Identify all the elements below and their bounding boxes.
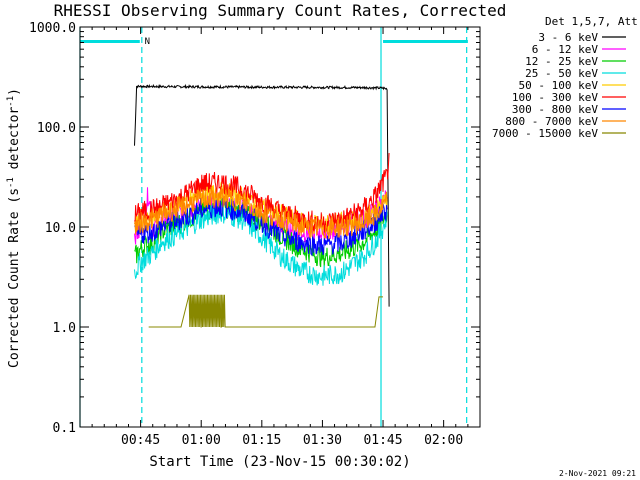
chart-title: RHESSI Observing Summary Count Rates, Co… (54, 1, 507, 20)
legend-label-6: 300 - 800 keV (512, 103, 598, 116)
legend-label-4: 50 - 100 keV (519, 79, 599, 92)
y-tick-label-3: 100.0 (37, 121, 76, 136)
x-tick-label-2: 01:15 (242, 433, 281, 448)
y-axis-label-main: Corrected Count Rate (s (7, 188, 22, 368)
y-axis-label-sup1: -1 (6, 177, 16, 188)
marker-0: N (145, 37, 150, 47)
x-tick-label-0: 00:45 (121, 433, 160, 448)
legend-label-0: 3 - 6 keV (538, 31, 598, 44)
x-tick-label-4: 01:45 (363, 433, 402, 448)
series-0 (134, 83, 390, 307)
y-axis-label: Corrected Count Rate (s-1 detector-1) (6, 88, 22, 368)
y-tick-label-0: 0.1 (53, 421, 76, 436)
legend-label-2: 12 - 25 keV (525, 55, 598, 68)
y-tick-label-4: 1000.0 (29, 21, 76, 36)
x-tick-label-5: 02:00 (424, 433, 463, 448)
legend-label-1: 6 - 12 keV (532, 43, 599, 56)
y-axis-label-end: ) (7, 88, 22, 96)
y-tick-label-2: 10.0 (45, 221, 76, 236)
series-3 (134, 203, 388, 286)
y-axis-label-sup2: -1 (6, 96, 16, 107)
axis-ticks: 00:45 01:00 01:15 01:30 01:45 02:00 0.1 1.0 10.0… (29, 21, 480, 448)
series-8 (148, 294, 384, 328)
legend-title: Det 1,5,7, Att 1 (545, 15, 640, 28)
y-tick-label-1: 1.0 (53, 321, 76, 336)
y-axis-label-mid: detector (7, 107, 22, 178)
series-7 (134, 186, 388, 240)
legend-label-3: 25 - 50 keV (525, 67, 598, 80)
top-bar-1 (383, 40, 468, 43)
series-layer (134, 83, 390, 328)
footer-timestamp: 2-Nov-2021 09:21 (559, 469, 636, 478)
top-bar-0 (80, 40, 140, 43)
legend-label-8: 7000 - 15000 keV (492, 127, 598, 140)
legend-label-7: 800 - 7000 keV (505, 115, 598, 128)
series-5 (134, 152, 390, 233)
x-tick-label-1: 01:00 (182, 433, 221, 448)
x-tick-label-3: 01:30 (303, 433, 342, 448)
legend-label-5: 100 - 300 keV (512, 91, 598, 104)
x-axis-label: Start Time (23-Nov-15 00:30:02) (149, 454, 410, 470)
